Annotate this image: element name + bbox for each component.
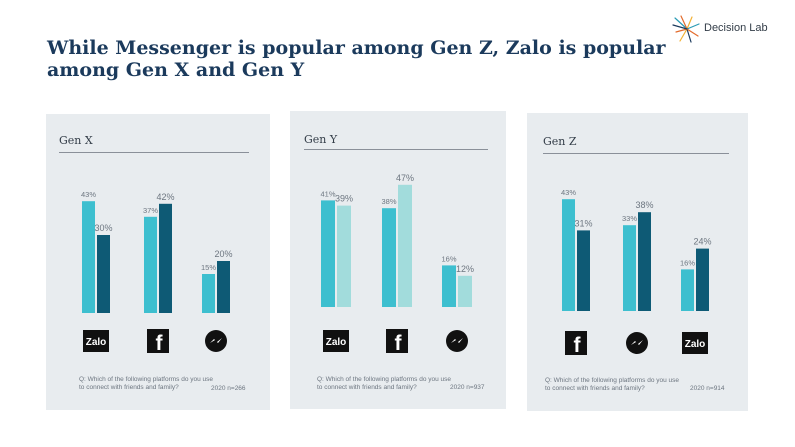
data-label: 43% — [561, 188, 576, 197]
data-label: 39% — [335, 194, 353, 204]
data-label: 15% — [201, 263, 216, 272]
survey-sample: n=914 — [706, 385, 725, 392]
panel-title: Gen X — [59, 134, 93, 147]
zalo-icon: Zalo — [323, 330, 349, 352]
survey-meta: 2020 n=266 — [211, 385, 246, 392]
messenger-icon — [446, 330, 468, 352]
data-label: 43% — [81, 190, 96, 199]
data-label: 38% — [635, 200, 653, 210]
panel-gen-y: Gen Y 41% 39% Zalo 38% 47% f 16% 12% Q: Which o… — [290, 111, 506, 409]
messenger-icon — [626, 332, 648, 354]
data-label: 12% — [456, 264, 474, 274]
panel-title: Gen Y — [304, 133, 338, 146]
survey-question: Q: Which of the following platforms do y… — [545, 377, 680, 392]
bar — [562, 199, 575, 311]
bar — [217, 261, 230, 313]
chart-gen-z: 43% 31% f 33% 38% 16% 24% Zalo — [561, 188, 712, 357]
decision-lab-logo-icon — [672, 15, 700, 43]
panel-gen-x: Gen X 43% 30% Zalo 37% 42% f 15% 20% Q: Which o… — [46, 114, 270, 410]
bar — [321, 200, 335, 307]
messenger-icon — [205, 330, 227, 352]
bar — [681, 269, 694, 311]
data-label: 41% — [320, 189, 335, 198]
survey-sample: n=937 — [466, 384, 485, 391]
data-label: 24% — [693, 237, 711, 247]
data-label: 47% — [396, 173, 414, 183]
panel-title: Gen Z — [543, 135, 577, 148]
data-label: 42% — [156, 192, 174, 202]
facebook-icon: f — [565, 331, 587, 357]
survey-year: 2020 — [690, 385, 705, 392]
brand-logo: Decision Lab — [672, 14, 784, 44]
survey-question: Q: Which of the following platforms do y… — [79, 376, 214, 391]
svg-text:Zalo: Zalo — [326, 337, 347, 348]
bar — [159, 203, 172, 313]
bar — [144, 216, 157, 313]
panel-divider — [543, 153, 729, 154]
data-label: 16% — [680, 258, 695, 267]
bar — [382, 208, 396, 307]
data-label: 33% — [622, 214, 637, 223]
bar — [638, 212, 651, 311]
chart-gen-x: 43% 30% Zalo 37% 42% f 15% 20% — [81, 190, 233, 355]
chart-gen-y: 41% 39% Zalo 38% 47% f 16%12% — [320, 173, 474, 355]
bar — [577, 230, 590, 311]
facebook-icon: f — [386, 329, 408, 355]
survey-meta: 2020 n=914 — [690, 385, 725, 392]
data-label: 31% — [574, 218, 592, 228]
data-label: 20% — [214, 249, 232, 259]
svg-text:Zalo: Zalo — [685, 339, 706, 350]
facebook-icon: f — [147, 329, 169, 355]
survey-year: 2020 — [211, 385, 226, 392]
data-label: 38% — [381, 197, 396, 206]
bar — [82, 201, 95, 313]
survey-meta: 2020 n=937 — [450, 384, 485, 391]
page-title: While Messenger is popular among Gen Z, … — [47, 37, 666, 81]
bar — [623, 225, 636, 311]
data-label: 30% — [94, 223, 112, 233]
panel-divider — [304, 149, 488, 150]
bar — [398, 184, 412, 307]
data-label: 16% — [441, 254, 456, 263]
survey-question: Q: Which of the following platforms do y… — [317, 376, 452, 391]
svg-text:f: f — [395, 332, 403, 355]
panel-divider — [59, 152, 249, 153]
bar — [337, 205, 351, 307]
bar — [442, 265, 456, 307]
survey-sample: n=266 — [227, 385, 246, 392]
bar — [458, 275, 472, 307]
survey-year: 2020 — [450, 384, 465, 391]
svg-text:f: f — [574, 334, 582, 357]
svg-text:Zalo: Zalo — [86, 337, 107, 348]
bar — [696, 248, 709, 311]
bar — [97, 235, 110, 313]
bar — [202, 274, 215, 313]
data-label: 37% — [143, 206, 158, 215]
svg-text:f: f — [156, 332, 164, 355]
panel-gen-z: Gen Z 43% 31% f 33% 38% 16% 24% Zalo Q: Which o… — [527, 113, 748, 411]
brand-name: Decision Lab — [704, 22, 768, 34]
zalo-icon: Zalo — [682, 332, 708, 354]
zalo-icon: Zalo — [83, 330, 109, 352]
